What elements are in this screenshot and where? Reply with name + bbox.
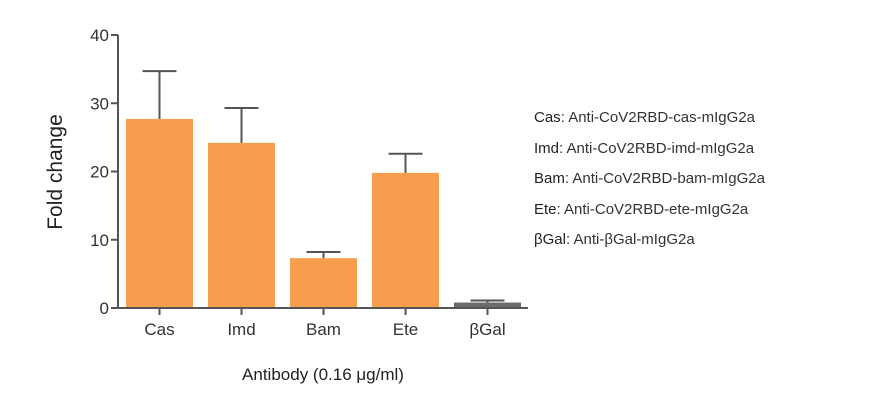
y-tick-label: 40 [90, 26, 109, 45]
y-tick-label: 10 [90, 231, 109, 250]
bar-Imd [208, 142, 275, 308]
bar-Cas [126, 118, 193, 308]
y-tick-label: 0 [100, 299, 109, 318]
x-axis: Cas Imd Bam Ete βGal [117, 307, 528, 339]
legend-item-cas: Cas: Anti-CoV2RBD-cas-mIgG2a [534, 109, 755, 126]
legend-item-imd: Imd: Anti-CoV2RBD-imd-mIgG2a [534, 139, 755, 157]
legend-item-bgal: βGal: Anti-βGal-mIgG2a [534, 231, 695, 248]
y-axis: 0 10 20 30 40 [90, 26, 119, 318]
bars-group [126, 118, 521, 308]
bar-βGal [454, 302, 521, 308]
x-axis-label: Antibody (0.16 μg/ml) [242, 365, 404, 384]
bar-Bam [290, 258, 357, 308]
legend-item-bam: Bam: Anti-CoV2RBD-bam-mIgG2a [534, 170, 765, 187]
y-tick-label: 20 [90, 163, 109, 182]
x-tick-label: Ete [393, 320, 419, 339]
y-axis-label: Fold change [44, 114, 67, 230]
x-tick-label: βGal [469, 320, 505, 339]
legend-item-ete: Ete: Anti-CoV2RBD-ete-mIgG2a [534, 200, 749, 218]
x-tick-label: Cas [144, 320, 174, 339]
x-tick-label: Bam [306, 320, 341, 339]
y-tick-label: 30 [90, 94, 109, 113]
x-tick-label: Imd [227, 320, 255, 339]
legend: Cas: Anti-CoV2RBD-cas-mIgG2a Imd: Anti-C… [534, 108, 765, 261]
bar-Ete [372, 172, 439, 308]
error-bars-group [142, 70, 505, 303]
